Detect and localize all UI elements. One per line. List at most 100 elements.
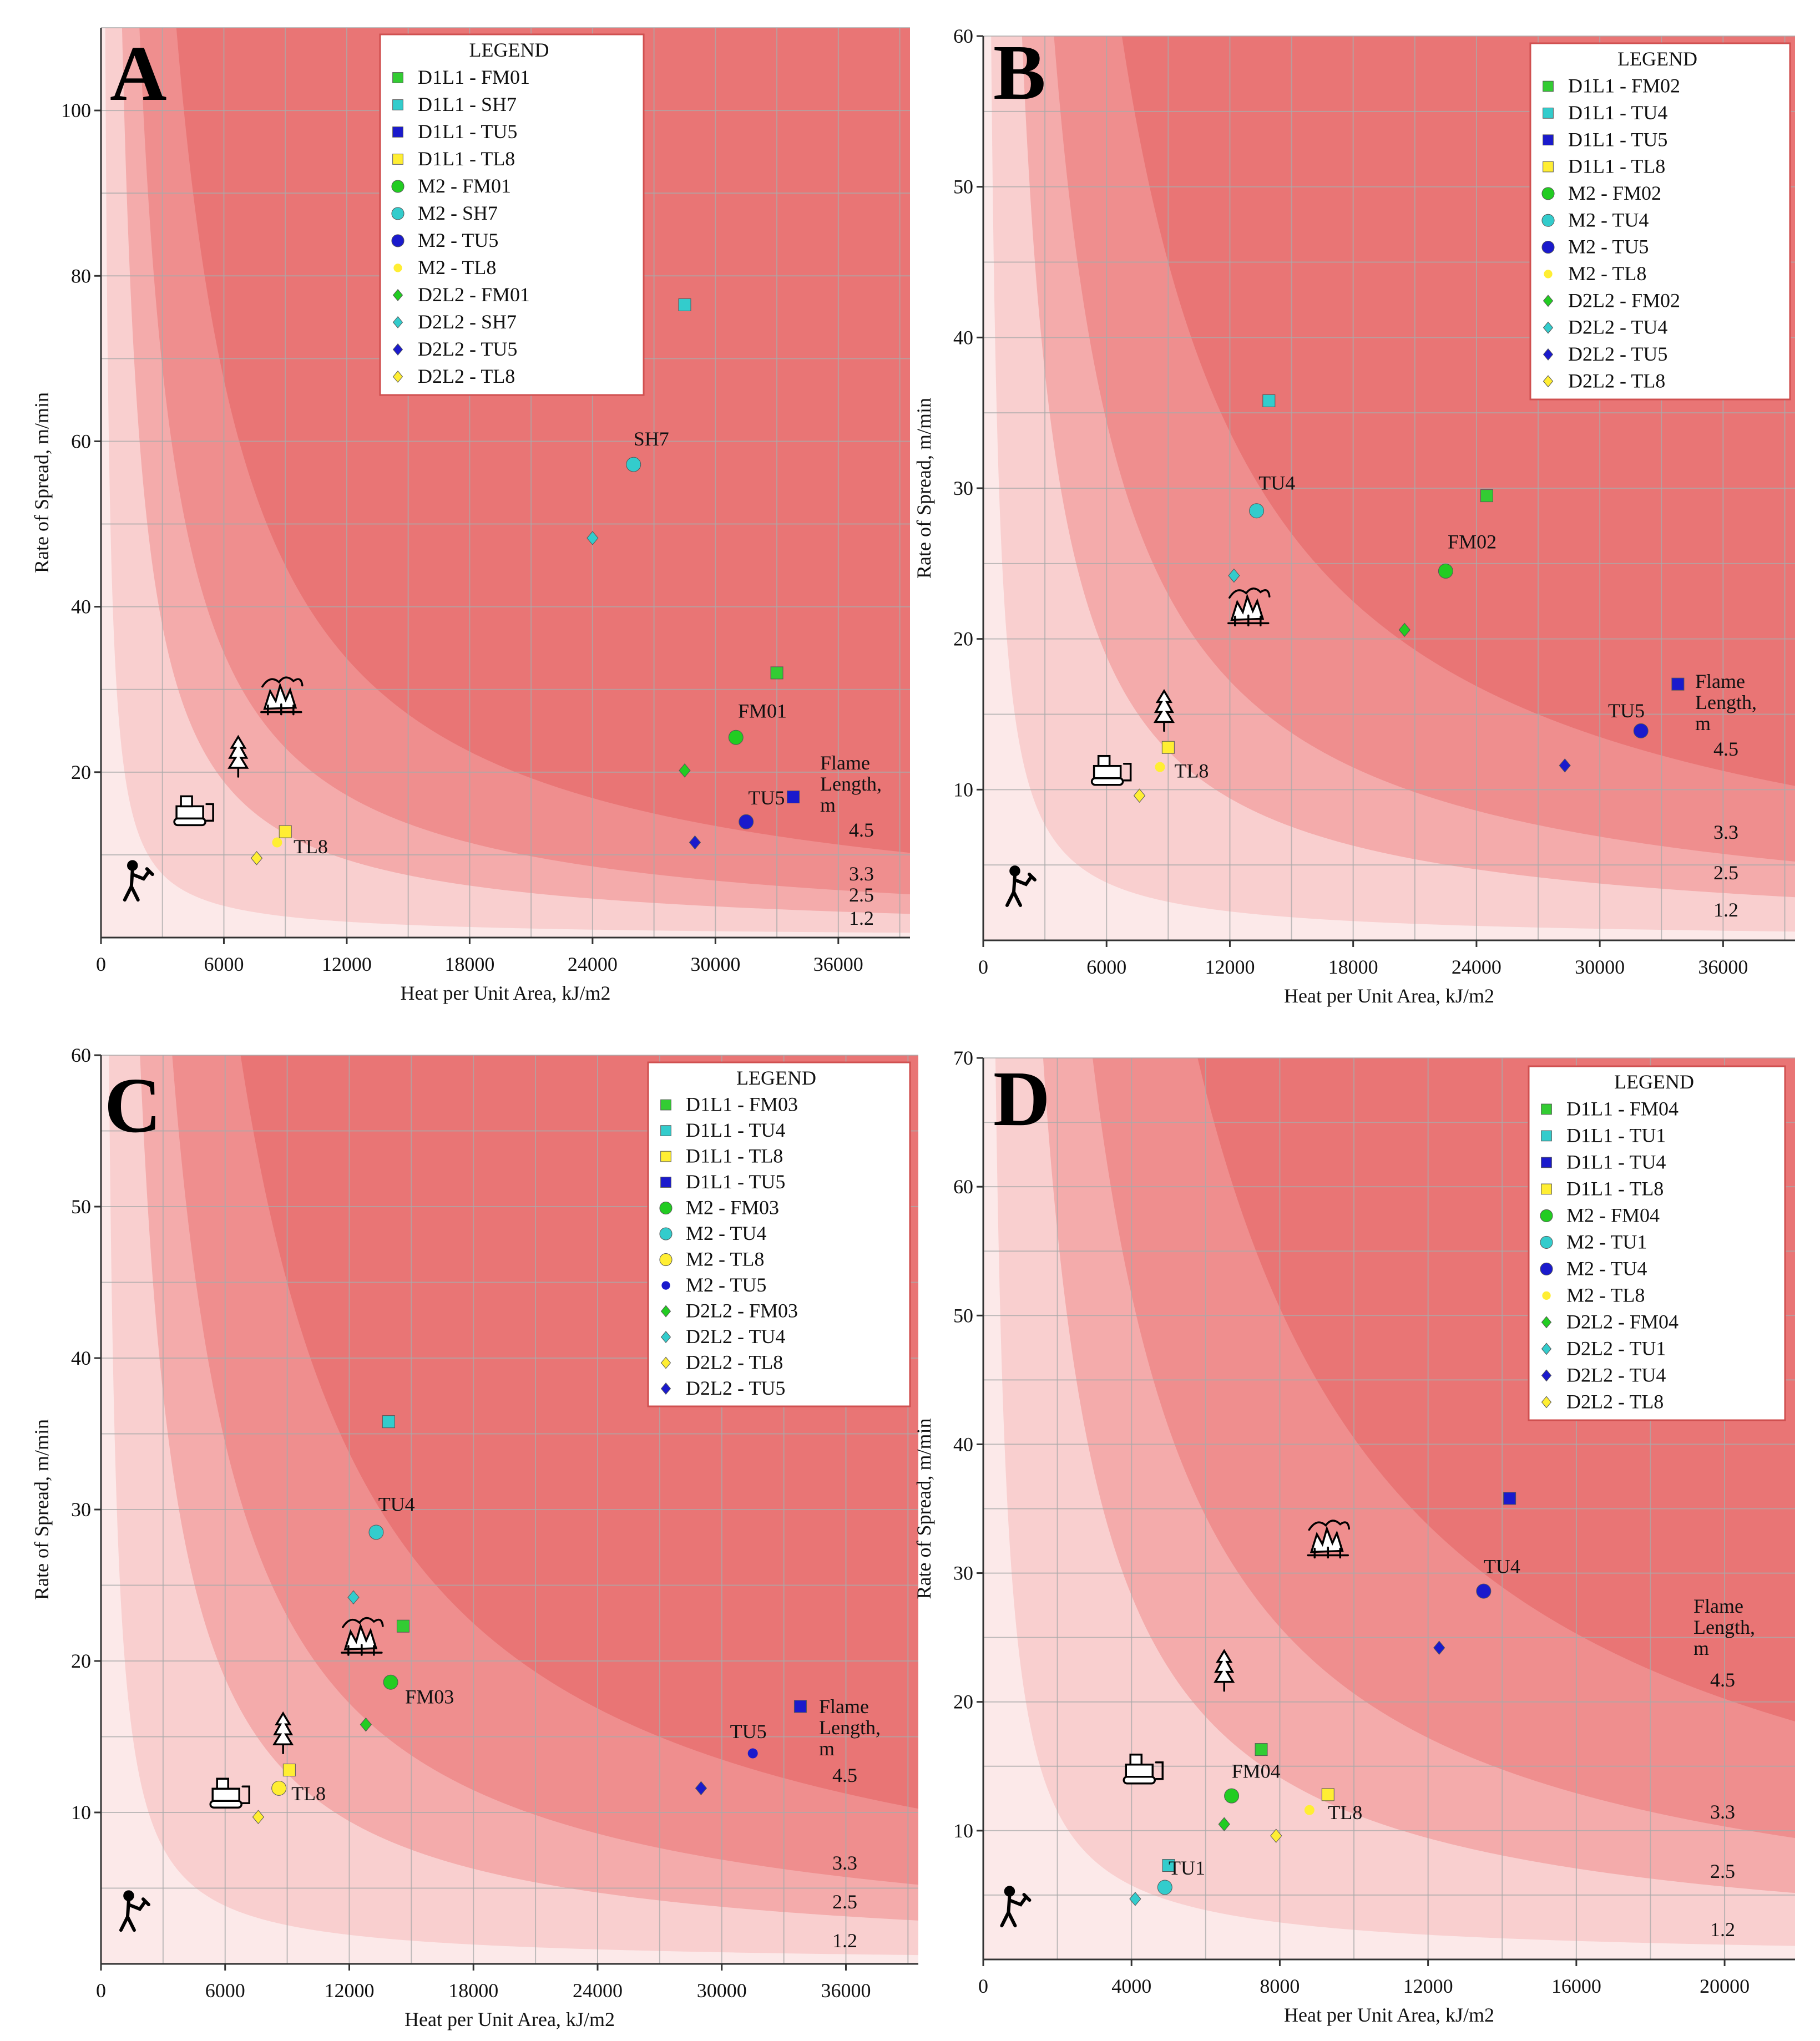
legend-entry: M2 - TL8 <box>1566 1284 1645 1306</box>
flame-length-label: 3.3 <box>1713 821 1738 843</box>
hand-crew-icon <box>1000 1886 1032 1928</box>
legend-entry: D2L2 - FM02 <box>1568 289 1680 311</box>
marker-square <box>392 72 403 83</box>
legend-entry: D2L2 - TU5 <box>418 338 517 360</box>
flame-length-title: Length, <box>820 773 882 795</box>
x-tick-label: 0 <box>978 956 988 978</box>
dozer-icon <box>1090 754 1132 786</box>
marker-diamond <box>695 1781 707 1796</box>
x-tick-label: 12000 <box>324 1979 374 2002</box>
marker-diamond <box>1541 1343 1552 1355</box>
x-axis-label: Heat per Unit Area, kJ/m2 <box>1284 985 1494 1007</box>
marker-square <box>1543 80 1554 92</box>
x-axis-label: Heat per Unit Area, kJ/m2 <box>401 982 611 1004</box>
flame-length-title: Flame <box>1693 1595 1743 1617</box>
marker-circle <box>368 1525 384 1540</box>
flame-length-title: m <box>819 1738 835 1760</box>
marker-square <box>787 791 800 804</box>
point-annotation: FM04 <box>1232 1760 1281 1782</box>
marker-square <box>660 1151 671 1162</box>
point-annotation: TU5 <box>748 787 785 809</box>
dozer-track <box>1090 777 1124 786</box>
dozer-cab <box>180 795 193 808</box>
flame-shape <box>1230 593 1265 621</box>
crew-body <box>1005 872 1037 907</box>
marker-diamond <box>1133 788 1146 803</box>
flame-length-label: 4.5 <box>1710 1669 1735 1691</box>
legend-entry: M2 - TU5 <box>686 1274 766 1296</box>
point-annotation: TU4 <box>1484 1556 1520 1578</box>
y-tick-label: 40 <box>953 1433 973 1455</box>
panel-letter: B <box>993 28 1046 116</box>
legend-entry: M2 - TL8 <box>1568 262 1646 285</box>
flame-length-label: 1.2 <box>1710 1918 1735 1941</box>
legend: LEGEND D1L1 - FM02 D1L1 - TU4 D1L1 - TU5 D1L… <box>1529 42 1791 401</box>
marker-square <box>660 1099 671 1111</box>
marker-dot <box>1155 762 1165 772</box>
marker-diamond <box>1433 1640 1445 1655</box>
point-annotation: FM03 <box>405 1685 454 1708</box>
data-markers <box>250 298 800 865</box>
smoke-shape <box>1228 588 1271 599</box>
smoke-shape <box>342 1617 384 1628</box>
y-tick-label: 20 <box>71 761 91 783</box>
x-tick-label: 30000 <box>697 1979 747 2002</box>
flame-length-title: m <box>820 794 836 816</box>
x-tick-label: 6000 <box>205 1979 245 2002</box>
legend-title: LEGEND <box>1614 1071 1694 1093</box>
point-annotation: TU5 <box>1608 700 1645 722</box>
point-annotation: TL8 <box>294 835 328 858</box>
marker-square <box>660 1177 671 1188</box>
dozer-cab <box>1129 1754 1143 1766</box>
marker-diamond <box>1559 758 1571 773</box>
marker-square <box>382 1415 395 1429</box>
legend-entry: D1L1 - TL8 <box>686 1145 783 1167</box>
legend-entry: M2 - TU4 <box>1568 209 1649 231</box>
marker-circle <box>739 814 754 829</box>
legend-entry: D2L2 - TU4 <box>1566 1364 1666 1386</box>
x-tick-label: 36000 <box>1698 956 1748 978</box>
flame-length-title: m <box>1695 712 1711 735</box>
marker-square <box>1541 1130 1552 1142</box>
dozer-blade <box>205 803 214 822</box>
y-tick-label: 60 <box>71 430 91 452</box>
x-tick-label: 12000 <box>322 953 372 975</box>
marker-circle <box>626 457 641 472</box>
panel-letter: C <box>104 1061 161 1149</box>
crown-fire-icon <box>1307 1520 1351 1559</box>
marker-circle <box>1224 1788 1240 1804</box>
tree-icon <box>228 735 249 778</box>
legend-entry: D2L2 - FM01 <box>418 283 530 306</box>
flame-length-zones <box>104 28 910 933</box>
flame-length-label: 3.3 <box>832 1852 857 1874</box>
marker-diamond <box>679 763 691 778</box>
flame-shape <box>1310 1526 1344 1553</box>
marker-dot <box>661 1281 670 1290</box>
flame-length-label: 2.5 <box>1710 1860 1735 1882</box>
marker-diamond <box>392 370 403 383</box>
legend-entry: D1L1 - TU4 <box>1566 1151 1666 1173</box>
marker-square <box>392 126 403 138</box>
marker-square <box>1255 1743 1268 1756</box>
chart-panel-b: 0 6000 12000 18000 24000 30000 36000 10 20 30 40 50… <box>913 25 1795 1007</box>
y-tick-label: 60 <box>953 25 973 47</box>
marker-diamond <box>587 531 599 545</box>
marker-diamond <box>1541 1316 1552 1329</box>
point-annotation: FM01 <box>738 700 787 722</box>
panel-letter: A <box>110 29 167 117</box>
marker-diamond <box>660 1356 671 1369</box>
legend-entry: D2L2 - TU5 <box>1568 343 1667 365</box>
x-tick-label: 36000 <box>813 953 863 975</box>
x-tick-label: 8000 <box>1260 1975 1300 1997</box>
legend-entry: D1L1 - TU5 <box>418 120 517 143</box>
legend-entry: D1L1 - TU5 <box>1568 128 1667 150</box>
x-tick-label: 30000 <box>690 953 740 975</box>
x-tick-label: 6000 <box>1086 956 1126 978</box>
marker-square <box>282 1764 296 1777</box>
x-tick-label: 36000 <box>821 1979 871 2002</box>
fireline-icons <box>1000 1520 1351 1928</box>
x-axis-label: Heat per Unit Area, kJ/m2 <box>405 2008 615 2030</box>
marker-square <box>1262 394 1276 407</box>
point-annotation: TU5 <box>730 1720 767 1743</box>
marker-diamond <box>1129 1892 1141 1906</box>
